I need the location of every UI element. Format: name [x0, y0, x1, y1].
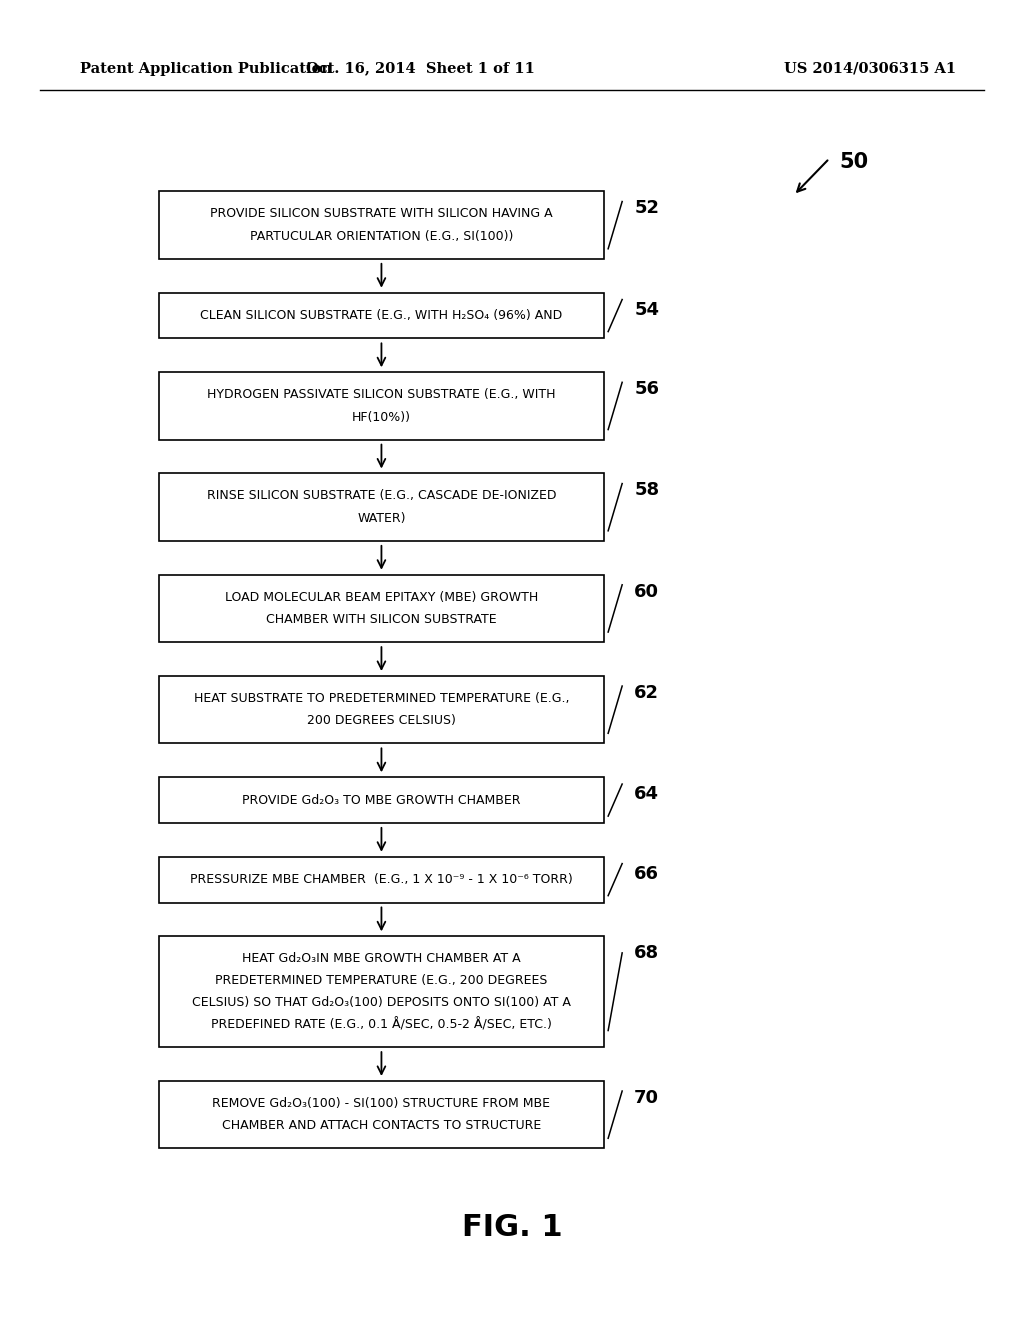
Text: 50: 50	[840, 152, 868, 172]
Text: REMOVE Gd₂O₃(100) - SI(100) STRUCTURE FROM MBE: REMOVE Gd₂O₃(100) - SI(100) STRUCTURE FR…	[212, 1097, 551, 1110]
Text: HEAT SUBSTRATE TO PREDETERMINED TEMPERATURE (E.G.,: HEAT SUBSTRATE TO PREDETERMINED TEMPERAT…	[194, 692, 569, 705]
Text: 200 DEGREES CELSIUS): 200 DEGREES CELSIUS)	[307, 714, 456, 727]
Bar	[159, 1081, 604, 1148]
Text: 70: 70	[634, 1089, 659, 1107]
Bar	[159, 857, 604, 903]
Bar	[159, 372, 604, 440]
Text: 68: 68	[634, 944, 659, 962]
Bar	[159, 474, 604, 541]
Text: PREDETERMINED TEMPERATURE (E.G., 200 DEGREES: PREDETERMINED TEMPERATURE (E.G., 200 DEG…	[215, 974, 548, 987]
Bar	[159, 676, 604, 743]
Text: 54: 54	[634, 301, 659, 318]
Text: FIG. 1: FIG. 1	[462, 1213, 562, 1242]
Text: 58: 58	[634, 482, 659, 499]
Text: 64: 64	[634, 785, 659, 803]
Text: 60: 60	[634, 582, 659, 601]
Text: CLEAN SILICON SUBSTRATE (E.G., WITH H₂SO₄ (96%) AND: CLEAN SILICON SUBSTRATE (E.G., WITH H₂SO…	[201, 309, 562, 322]
Text: US 2014/0306315 A1: US 2014/0306315 A1	[784, 62, 956, 75]
Bar	[159, 293, 604, 338]
Text: PROVIDE Gd₂O₃ TO MBE GROWTH CHAMBER: PROVIDE Gd₂O₃ TO MBE GROWTH CHAMBER	[243, 793, 520, 807]
Bar	[159, 936, 604, 1047]
Text: HEAT Gd₂O₃IN MBE GROWTH CHAMBER AT A: HEAT Gd₂O₃IN MBE GROWTH CHAMBER AT A	[242, 952, 521, 965]
Text: CELSIUS) SO THAT Gd₂O₃(100) DEPOSITS ONTO SI(100) AT A: CELSIUS) SO THAT Gd₂O₃(100) DEPOSITS ONT…	[193, 997, 570, 1010]
Text: PRESSURIZE MBE CHAMBER  (E.G., 1 X 10⁻⁹ - 1 X 10⁻⁶ TORR): PRESSURIZE MBE CHAMBER (E.G., 1 X 10⁻⁹ -…	[190, 873, 572, 886]
Text: CHAMBER WITH SILICON SUBSTRATE: CHAMBER WITH SILICON SUBSTRATE	[266, 614, 497, 626]
Bar	[159, 574, 604, 642]
Text: Patent Application Publication: Patent Application Publication	[80, 62, 332, 75]
Text: CHAMBER AND ATTACH CONTACTS TO STRUCTURE: CHAMBER AND ATTACH CONTACTS TO STRUCTURE	[222, 1119, 541, 1133]
Text: LOAD MOLECULAR BEAM EPITAXY (MBE) GROWTH: LOAD MOLECULAR BEAM EPITAXY (MBE) GROWTH	[225, 590, 538, 603]
Text: Oct. 16, 2014  Sheet 1 of 11: Oct. 16, 2014 Sheet 1 of 11	[305, 62, 535, 75]
Text: 52: 52	[634, 199, 659, 218]
Text: PREDEFINED RATE (E.G., 0.1 Å/SEC, 0.5-2 Å/SEC, ETC.): PREDEFINED RATE (E.G., 0.1 Å/SEC, 0.5-2 …	[211, 1018, 552, 1032]
Text: WATER): WATER)	[357, 512, 406, 525]
Text: 62: 62	[634, 684, 659, 702]
Bar	[159, 191, 604, 259]
Text: HYDROGEN PASSIVATE SILICON SUBSTRATE (E.G., WITH: HYDROGEN PASSIVATE SILICON SUBSTRATE (E.…	[207, 388, 556, 401]
Text: 66: 66	[634, 865, 659, 883]
Text: RINSE SILICON SUBSTRATE (E.G., CASCADE DE-IONIZED: RINSE SILICON SUBSTRATE (E.G., CASCADE D…	[207, 490, 556, 503]
Bar	[159, 777, 604, 822]
Text: 56: 56	[634, 380, 659, 399]
Text: PROVIDE SILICON SUBSTRATE WITH SILICON HAVING A: PROVIDE SILICON SUBSTRATE WITH SILICON H…	[210, 207, 553, 220]
Text: PARTUCULAR ORIENTATION (E.G., SI(100)): PARTUCULAR ORIENTATION (E.G., SI(100))	[250, 230, 513, 243]
Text: HF(10%)): HF(10%))	[352, 411, 411, 424]
